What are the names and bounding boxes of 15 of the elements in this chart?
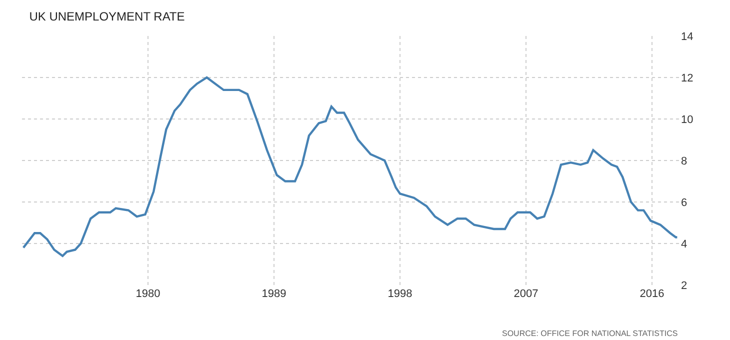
- y-tick-label: 10: [681, 114, 694, 126]
- y-tick-label: 8: [681, 155, 688, 168]
- y-tick-label: 4: [681, 238, 688, 250]
- x-tick-label: 2016: [640, 288, 664, 300]
- y-tick-label: 12: [681, 72, 694, 84]
- line-series: [22, 76, 678, 258]
- x-tick-label: 1998: [388, 288, 412, 300]
- x-tick-label: 2007: [514, 288, 538, 300]
- y-tick-label: 6: [681, 196, 688, 209]
- y-tick-label: 2: [681, 280, 688, 292]
- y-tick-label: 14: [681, 30, 694, 43]
- source-note: SOURCE: OFFICE FOR NATIONAL STATISTICS: [502, 329, 678, 338]
- chart-title: UK UNEMPLOYMENT RATE: [29, 9, 185, 24]
- x-tick-label: 1989: [262, 288, 286, 300]
- x-tick-label: 1980: [136, 288, 160, 300]
